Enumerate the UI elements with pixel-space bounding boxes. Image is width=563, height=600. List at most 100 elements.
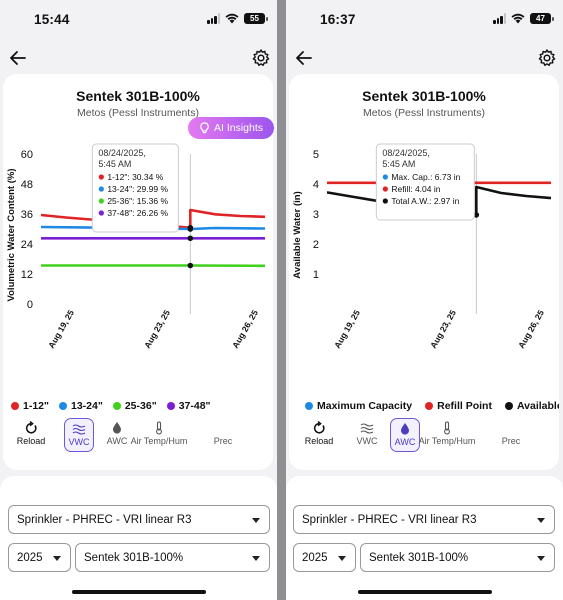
- tooltip-date: 08/24/2025,: [98, 148, 146, 158]
- legend-item[interactable]: Maximum Capacity: [305, 400, 412, 412]
- waves-icon: [72, 424, 86, 435]
- tab-label: Reload: [16, 436, 46, 446]
- x-tick-label: Aug 23, 25: [428, 308, 458, 350]
- sensor-select[interactable]: Sentek 301B-100%: [360, 543, 555, 572]
- status-bar: 15:44 55: [0, 0, 277, 40]
- chevron-down-icon: [252, 517, 260, 523]
- chevron-down-icon: [252, 555, 260, 561]
- tab-label: AWC: [394, 437, 416, 447]
- legend-item[interactable]: 1-12": [11, 400, 49, 412]
- nav-bar: [0, 40, 277, 76]
- legend-item[interactable]: 25-36": [112, 400, 157, 412]
- year-select-value: 2025: [17, 551, 43, 564]
- wifi-icon: [225, 13, 239, 24]
- tooltip-box: [91, 143, 179, 233]
- legend-dot: [305, 402, 313, 410]
- sensor-select[interactable]: Sentek 301B-100%: [75, 543, 270, 572]
- chart-card: 5 4 3 2 1 Available Water (in) Aug 19, 25 Aug 2…: [289, 74, 559, 470]
- legend-label: 37-48": [178, 400, 211, 412]
- ai-insights-label: AI Insights: [213, 122, 264, 134]
- hover-point: [473, 212, 480, 218]
- tab-air-temp-hum[interactable]: Air Temp/Hum: [128, 418, 190, 452]
- tab-prec[interactable]: Prec: [496, 418, 526, 452]
- legend-dot: [112, 402, 121, 410]
- legend-item[interactable]: 13-24": [59, 400, 103, 412]
- tab-awc[interactable]: AWC: [390, 418, 420, 452]
- home-indicator: [71, 590, 206, 594]
- tooltip-date: 08/24/2025,: [382, 148, 430, 158]
- status-bar: 16:37 47: [286, 0, 563, 40]
- legend-item[interactable]: Available: [504, 400, 559, 412]
- tab-reload[interactable]: Reload: [303, 418, 335, 452]
- lightbulb-icon: [200, 122, 209, 134]
- waves-icon: [360, 423, 374, 434]
- tab-label: AWC: [106, 436, 128, 446]
- y-tick-label: 24: [21, 239, 33, 251]
- y-axis-label: Available Water (in): [292, 191, 303, 278]
- legend-item[interactable]: Refill Point: [425, 400, 492, 412]
- battery-icon: 47: [530, 13, 554, 24]
- awc-chart: 5 4 3 2 1 Available Water (in) Aug 19, 25 Aug 2…: [292, 143, 552, 350]
- tab-awc[interactable]: AWC: [102, 418, 132, 452]
- tooltip-dot: [98, 174, 104, 180]
- location-select[interactable]: Sprinkler - PHREC - VRI linear R3: [293, 505, 555, 534]
- location-select-value: Sprinkler - PHREC - VRI linear R3: [17, 513, 192, 526]
- y-tick-label: 48: [21, 179, 33, 191]
- gear-icon[interactable]: [251, 48, 271, 68]
- tab-reload[interactable]: Reload: [15, 418, 47, 452]
- tab-prec[interactable]: Prec: [208, 418, 238, 452]
- tab-vwc[interactable]: VWC: [64, 418, 94, 452]
- legend-label: Available: [516, 400, 559, 412]
- tab-vwc[interactable]: VWC: [352, 418, 382, 452]
- legend-item[interactable]: 37-48": [166, 400, 211, 412]
- tooltip-box: [375, 143, 475, 221]
- ai-insights-button[interactable]: AI Insights: [188, 117, 274, 139]
- back-arrow-icon[interactable]: [294, 48, 314, 68]
- drop-icon: [113, 422, 121, 434]
- legend-dot: [59, 402, 67, 410]
- screenshot-divider: [277, 0, 286, 600]
- tooltip-row: 13-24": 29.99 %: [107, 184, 168, 194]
- phone-screen-vwc: 15:44 55 60 48 36 24 12 0 Volumetric Water Con…: [0, 0, 277, 600]
- year-select[interactable]: 2025: [8, 543, 71, 572]
- y-tick-label: 12: [21, 269, 33, 281]
- y-axis-label: Volumetric Water Content (%): [6, 168, 17, 301]
- gear-icon[interactable]: [537, 48, 557, 68]
- status-time: 15:44: [34, 12, 70, 27]
- chevron-down-icon: [537, 555, 545, 561]
- chevron-down-icon: [338, 555, 346, 561]
- x-tick-label: Aug 26, 25: [516, 308, 546, 350]
- tooltip-dot: [98, 198, 104, 204]
- x-tick-label: Aug 19, 25: [332, 308, 362, 350]
- tab-label: Prec: [213, 436, 233, 446]
- sensor-title: Sentek 301B-100%: [362, 88, 486, 104]
- reload-icon: [25, 421, 37, 434]
- tab-air-temp-hum[interactable]: Air Temp/Hum: [416, 418, 478, 452]
- tab-label: VWC: [68, 437, 90, 447]
- status-icons: 47: [493, 13, 554, 24]
- filter-panel: Sprinkler - PHREC - VRI linear R3 2025 S…: [286, 476, 563, 600]
- chart-tabs: Reload VWC AWC Air Temp/Hum Prec: [293, 418, 559, 452]
- signal-icon: [207, 13, 220, 24]
- y-tick-label: 2: [313, 239, 319, 251]
- y-tick-label: 4: [313, 179, 319, 191]
- rain-icon: [216, 421, 230, 435]
- tooltip-dot: [382, 174, 388, 180]
- location-select[interactable]: Sprinkler - PHREC - VRI linear R3: [8, 505, 270, 534]
- tooltip-dot: [98, 186, 104, 192]
- legend-dot: [166, 402, 175, 410]
- sensor-subtitle: Metos (Pessl Instruments): [363, 107, 485, 119]
- year-select[interactable]: 2025: [293, 543, 356, 572]
- back-arrow-icon[interactable]: [8, 48, 28, 68]
- hover-point: [187, 235, 194, 242]
- tab-label: Reload: [304, 436, 334, 446]
- y-tick-label: 5: [313, 149, 319, 161]
- hover-point: [187, 262, 194, 269]
- x-tick-label: Aug 26, 25: [230, 308, 260, 350]
- tooltip-row: 37-48": 26.26 %: [107, 208, 168, 218]
- drop-icon: [401, 423, 409, 435]
- sensor-subtitle: Metos (Pessl Instruments): [77, 107, 199, 119]
- phone-screen-awc: 16:37 47 5 4 3 2 1 Available Water (in) Aug 19…: [286, 0, 563, 600]
- tooltip-row: 1-12": 30.34 %: [107, 172, 163, 182]
- sensor-select-value: Sentek 301B-100%: [84, 551, 184, 564]
